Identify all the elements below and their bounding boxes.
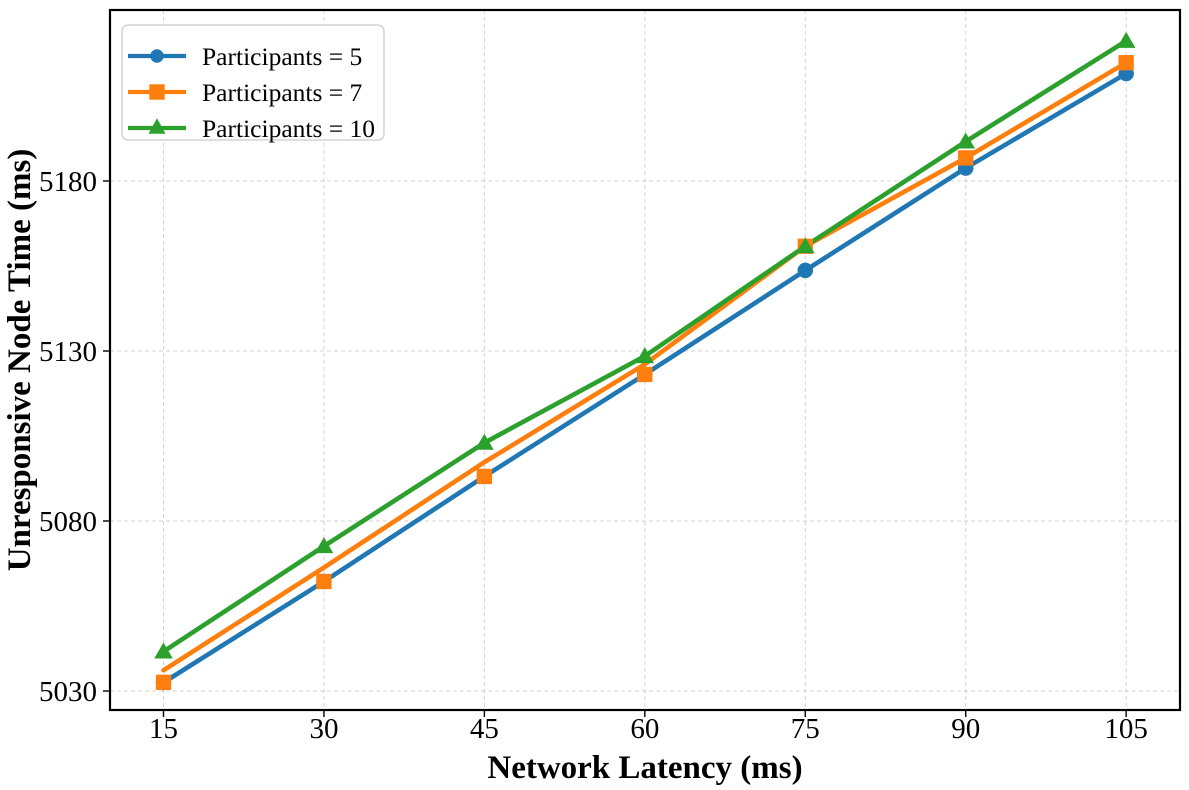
svg-text:30: 30 [309,713,338,745]
svg-text:45: 45 [470,713,499,745]
svg-text:105: 105 [1104,713,1148,745]
svg-text:Participants = 5: Participants = 5 [202,42,362,71]
svg-text:5080: 5080 [39,506,97,538]
svg-text:5180: 5180 [39,166,97,198]
svg-text:Unresponsive Node Time (ms): Unresponsive Node Time (ms) [2,149,38,572]
svg-text:Participants = 7: Participants = 7 [202,78,363,107]
svg-text:5130: 5130 [39,336,97,368]
svg-text:5030: 5030 [39,676,97,708]
svg-text:Network Latency (ms): Network Latency (ms) [487,750,802,786]
svg-text:75: 75 [791,713,820,745]
svg-text:15: 15 [149,713,178,745]
svg-text:Participants = 10: Participants = 10 [202,114,375,143]
svg-text:90: 90 [951,713,980,745]
svg-text:60: 60 [630,713,659,745]
